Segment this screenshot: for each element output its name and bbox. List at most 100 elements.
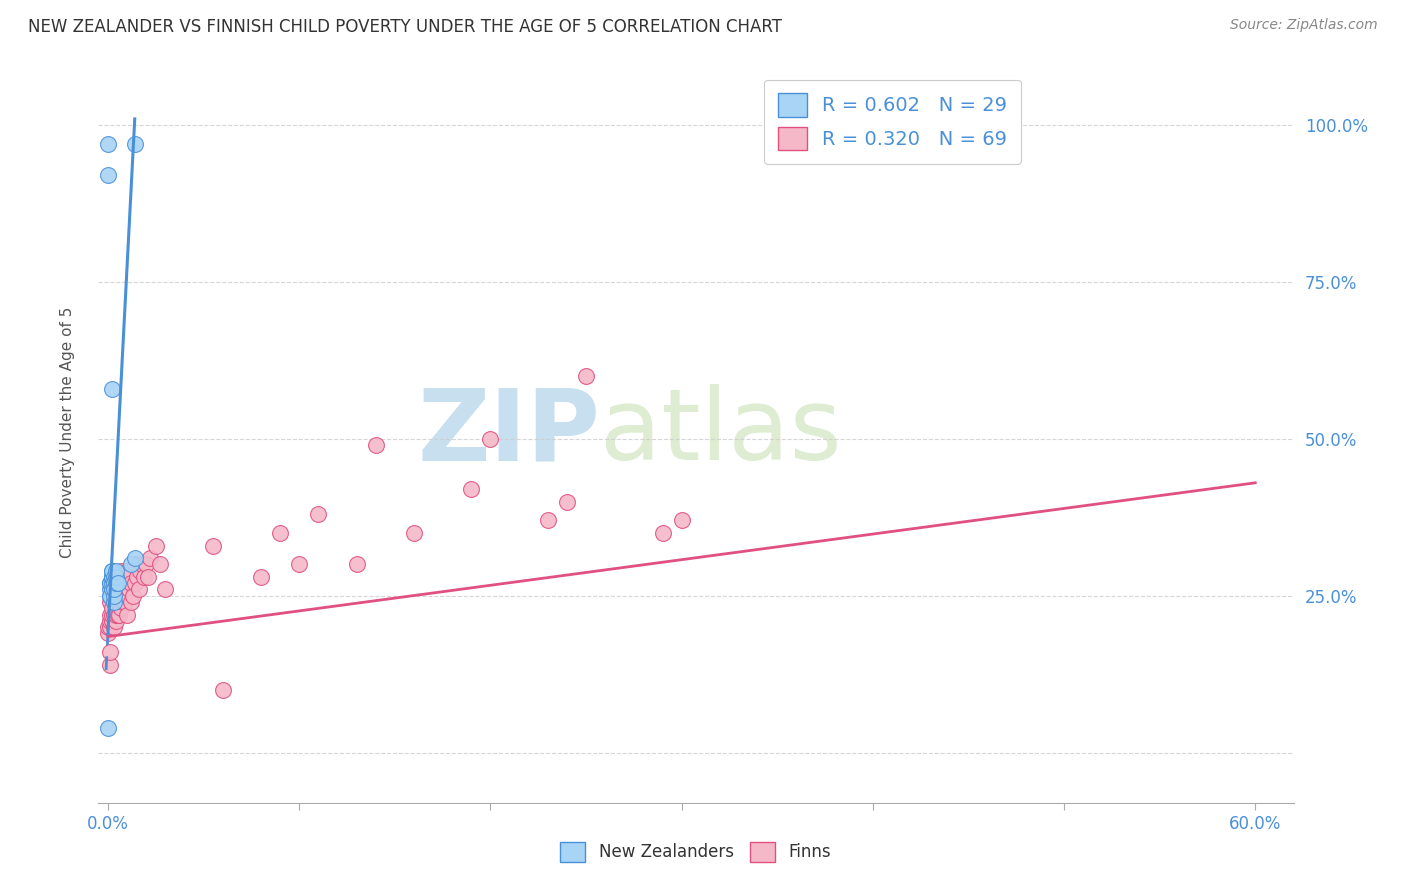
Point (101, 564, 124, 578)
Point (118, 582, 141, 597)
Point (110, 582, 132, 597)
Point (125, 570, 148, 584)
Point (101, 607, 124, 622)
Point (103, 570, 125, 584)
Point (346, 558, 368, 572)
Text: Source: ZipAtlas.com: Source: ZipAtlas.com (1230, 18, 1378, 32)
Point (460, 482, 482, 496)
Point (107, 595, 129, 609)
Point (211, 682, 233, 697)
Point (101, 564, 124, 578)
Point (402, 526, 425, 541)
Point (107, 576, 129, 591)
Point (136, 570, 159, 584)
Point (575, 369, 598, 384)
Point (110, 564, 132, 578)
Point (104, 576, 127, 591)
Point (98, 614, 121, 628)
Point (651, 526, 673, 541)
Point (97, 626, 120, 640)
Point (103, 576, 125, 591)
Point (104, 576, 127, 591)
Point (104, 589, 127, 603)
Point (107, 576, 129, 591)
Point (104, 614, 127, 628)
Point (101, 589, 124, 603)
Point (128, 582, 150, 597)
Point (155, 582, 177, 597)
Point (103, 589, 125, 603)
Point (112, 576, 135, 591)
Point (103, 582, 125, 597)
Point (129, 564, 152, 578)
Point (139, 551, 162, 566)
Point (120, 595, 142, 609)
Point (101, 614, 124, 628)
Point (98, 582, 121, 597)
Point (103, 589, 125, 603)
Point (107, 607, 129, 622)
Point (269, 526, 291, 541)
Text: ZIP: ZIP (418, 384, 600, 481)
Point (120, 576, 142, 591)
Point (115, 589, 138, 603)
Point (98, 576, 121, 591)
Point (108, 607, 131, 622)
Point (149, 558, 172, 572)
Point (98, 657, 121, 672)
Point (101, 570, 124, 584)
Point (97, 620, 120, 634)
Point (101, 382, 124, 396)
Point (103, 576, 125, 591)
Point (101, 570, 124, 584)
Text: atlas: atlas (600, 384, 842, 481)
Point (479, 432, 502, 446)
Point (97, 169, 120, 183)
Point (124, 576, 146, 591)
Legend: R = 0.602   N = 29, R = 0.320   N = 69: R = 0.602 N = 29, R = 0.320 N = 69 (763, 79, 1021, 164)
Point (104, 607, 127, 622)
Point (103, 595, 125, 609)
Point (97, 721, 120, 735)
Point (101, 570, 124, 584)
Point (98, 595, 121, 609)
Point (98, 589, 121, 603)
Y-axis label: Child Poverty Under the Age of 5: Child Poverty Under the Age of 5 (60, 307, 75, 558)
Point (120, 558, 142, 572)
Point (115, 564, 138, 578)
Point (364, 438, 387, 452)
Point (114, 570, 136, 584)
Point (288, 558, 311, 572)
Point (101, 582, 124, 597)
Point (121, 589, 143, 603)
Point (250, 570, 273, 584)
Point (103, 620, 125, 634)
Point (124, 558, 146, 572)
Point (101, 601, 124, 615)
Point (104, 564, 127, 578)
Point (104, 570, 127, 584)
Point (145, 539, 167, 553)
Point (114, 595, 136, 609)
Point (202, 539, 225, 553)
Point (112, 595, 135, 609)
Point (307, 507, 329, 521)
Point (98, 589, 121, 603)
Point (108, 570, 131, 584)
Point (124, 551, 146, 566)
Point (131, 558, 153, 572)
Point (98, 620, 121, 634)
Point (135, 558, 157, 572)
Text: NEW ZEALANDER VS FINNISH CHILD POVERTY UNDER THE AGE OF 5 CORRELATION CHART: NEW ZEALANDER VS FINNISH CHILD POVERTY U… (28, 18, 782, 36)
Point (98, 645, 121, 659)
Point (671, 513, 693, 527)
Point (103, 595, 125, 609)
Point (124, 136, 146, 151)
Point (115, 607, 138, 622)
Point (110, 601, 132, 615)
Point (101, 576, 124, 591)
Point (103, 607, 125, 622)
Point (97, 136, 120, 151)
Point (537, 513, 560, 527)
Point (98, 576, 121, 591)
